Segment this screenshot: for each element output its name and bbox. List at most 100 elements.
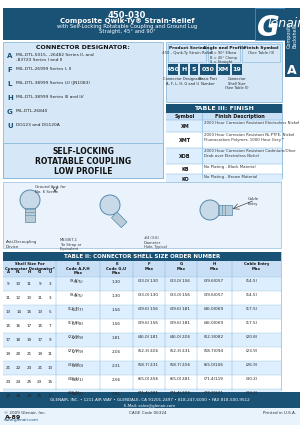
Text: 2.31: 2.31: [149, 363, 158, 367]
Text: 450: 450: [167, 67, 179, 72]
Text: 1.06: 1.06: [215, 363, 224, 367]
Text: 15: 15: [5, 324, 10, 328]
Text: 19: 19: [37, 352, 42, 356]
Text: (39.6): (39.6): [203, 293, 216, 297]
Text: (71.4): (71.4): [170, 391, 182, 395]
Bar: [166, 132, 282, 148]
Text: 3.06: 3.06: [182, 391, 190, 395]
Text: 0.57: 0.57: [215, 293, 224, 297]
Text: 3: 3: [49, 296, 52, 300]
Text: 25: 25: [27, 380, 32, 384]
Bar: [3, 291, 281, 305]
Text: 25: 25: [5, 394, 10, 398]
Text: (71.4): (71.4): [138, 391, 150, 395]
Text: KB: KB: [181, 167, 189, 172]
Text: U: U: [49, 270, 52, 274]
Text: 13: 13: [37, 310, 42, 314]
Bar: [3, 42, 163, 178]
Text: 0.57: 0.57: [215, 279, 224, 283]
Text: (33.0): (33.0): [68, 363, 80, 367]
Text: GLENAIR, INC. • 1211 AIR WAY • GLENDALE, CA 91201-2497 • 818-247-6000 • FAX 818-: GLENAIR, INC. • 1211 AIR WAY • GLENDALE,…: [50, 398, 250, 402]
Text: Finish Description: Finish Description: [215, 114, 265, 119]
Bar: [3, 361, 281, 375]
Text: Connector Designator
A, F, L, H, G and U: Connector Designator A, F, L, H, G and U: [163, 77, 203, 85]
Text: 2.06: 2.06: [112, 350, 121, 354]
Text: MIL-DTL-38999 Series III and IV: MIL-DTL-38999 Series III and IV: [16, 95, 84, 99]
Text: 2.56: 2.56: [182, 363, 190, 367]
Text: 14: 14: [16, 310, 21, 314]
Text: 18: 18: [16, 338, 21, 342]
Text: (39.6): (39.6): [170, 321, 182, 325]
Text: 9: 9: [38, 282, 41, 286]
Bar: [200, 64, 216, 75]
Text: 1.56: 1.56: [182, 279, 190, 283]
Bar: [166, 104, 282, 178]
Text: 2.06: 2.06: [182, 335, 190, 339]
Text: 1.30: 1.30: [149, 279, 158, 283]
Text: CONNECTOR DESIGNATOR:: CONNECTOR DESIGNATOR:: [36, 45, 130, 50]
Text: (33.0): (33.0): [170, 293, 182, 297]
Bar: [3, 389, 281, 403]
Text: 2.56: 2.56: [149, 377, 159, 381]
Text: 11: 11: [27, 282, 32, 286]
Text: (27.9): (27.9): [68, 349, 80, 353]
Text: lenair.: lenair.: [268, 17, 300, 30]
Bar: [166, 174, 282, 184]
Text: 1.30: 1.30: [149, 293, 158, 297]
Text: A = 90° Elbow
B = 45° Clamp
S = Straight: A = 90° Elbow B = 45° Clamp S = Straight: [210, 51, 238, 64]
Text: 7: 7: [49, 324, 52, 328]
Text: ROTATABLE COUPLING: ROTATABLE COUPLING: [35, 157, 131, 166]
Text: 23: 23: [27, 366, 32, 370]
Text: 2.56: 2.56: [112, 378, 121, 382]
Text: XM: XM: [218, 67, 230, 72]
Text: XMT: XMT: [179, 138, 191, 142]
Text: Anti-Decoupling
Device: Anti-Decoupling Device: [6, 240, 38, 249]
Text: DG123 and DG120A: DG123 and DG120A: [16, 123, 60, 127]
Bar: [3, 8, 255, 40]
Text: S: S: [192, 67, 196, 72]
Text: 17: 17: [48, 394, 53, 398]
Text: 16: 16: [16, 324, 21, 328]
Bar: [208, 44, 240, 62]
Text: 3: 3: [49, 282, 52, 286]
Bar: [3, 305, 281, 319]
Text: (71.4): (71.4): [203, 377, 216, 381]
Text: 2.81: 2.81: [112, 392, 121, 396]
Text: 1.56: 1.56: [112, 322, 121, 326]
Text: G
Max: G Max: [176, 262, 185, 271]
Text: 0.69: 0.69: [215, 307, 224, 311]
Text: Basic Part
Number: Basic Part Number: [199, 77, 217, 85]
Text: 2.31: 2.31: [112, 364, 121, 368]
Text: (14.5): (14.5): [245, 293, 258, 297]
Text: 21: 21: [5, 366, 10, 370]
Text: 1.56: 1.56: [149, 307, 158, 311]
Text: (43.2): (43.2): [68, 391, 80, 395]
Text: Product Series: Product Series: [169, 46, 205, 50]
Text: (39.6): (39.6): [138, 321, 150, 325]
Text: 23: 23: [37, 380, 42, 384]
Text: Straight, 45° and 90°: Straight, 45° and 90°: [99, 29, 155, 34]
Text: (46.0): (46.0): [170, 335, 182, 339]
Text: TABLE II: CONNECTOR SHELL SIZE ORDER NUMBER: TABLE II: CONNECTOR SHELL SIZE ORDER NUM…: [64, 254, 220, 259]
Text: www.glenair.com: www.glenair.com: [4, 418, 39, 422]
Text: 11: 11: [48, 352, 53, 356]
Bar: [166, 120, 282, 132]
Text: (52.3): (52.3): [138, 349, 150, 353]
Text: (58.7): (58.7): [203, 349, 216, 353]
Text: (17.5): (17.5): [245, 321, 258, 325]
Text: G: G: [257, 14, 280, 42]
Text: (77.7): (77.7): [203, 391, 216, 395]
Text: MIL-DTL-38999 Series I,II (JN1083): MIL-DTL-38999 Series I,II (JN1083): [16, 81, 90, 85]
Text: Composite
Backshells: Composite Backshells: [286, 22, 297, 48]
Text: H: H: [7, 95, 13, 101]
Bar: [218, 64, 230, 75]
Text: Ground Lug, for
No. 6 Screw: Ground Lug, for No. 6 Screw: [35, 185, 66, 194]
Text: 23: 23: [5, 380, 10, 384]
Text: (9.5): (9.5): [69, 293, 79, 297]
Text: 1.30: 1.30: [112, 280, 121, 284]
Text: Cable Entry
Max: Cable Entry Max: [244, 262, 269, 271]
Text: 2000 Hour Corrosion Resistant Cadmium/Olive
Drab over Electroless Nickel: 2000 Hour Corrosion Resistant Cadmium/Ol…: [204, 149, 296, 158]
Text: (39.6): (39.6): [170, 307, 182, 311]
Text: (65.0): (65.0): [203, 363, 216, 367]
Text: (17.8): (17.8): [72, 322, 84, 326]
